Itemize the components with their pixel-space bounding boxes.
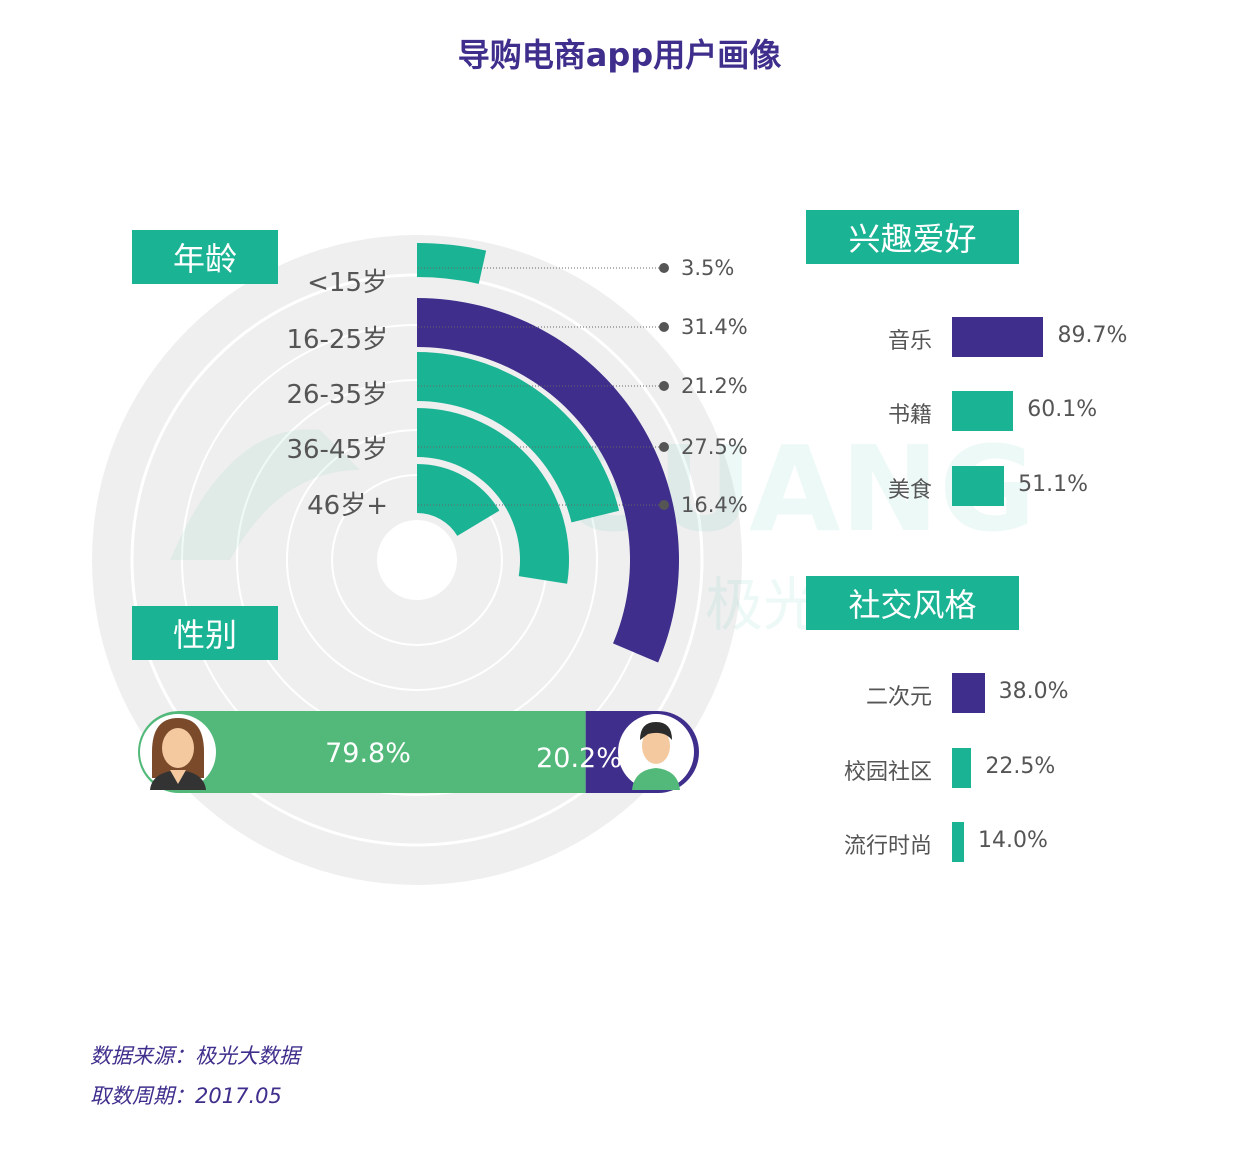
age-bar-4	[417, 408, 569, 584]
age-leader-lines	[418, 263, 669, 510]
age-leader-dot	[659, 263, 669, 273]
age-arcs	[417, 243, 680, 663]
age-bar-1	[417, 243, 487, 284]
center-hole	[377, 520, 457, 600]
age-leader-dot	[659, 442, 669, 452]
age-value-label: 21.2%	[681, 374, 748, 398]
bar-1	[952, 673, 985, 713]
age-category-label: <15岁	[307, 268, 388, 298]
bar-2	[952, 391, 1014, 431]
age-category-label: 46岁+	[307, 491, 388, 521]
bar-3	[952, 466, 1005, 506]
gender-value-female: 79.8%	[325, 738, 411, 769]
age-value-label: 3.5%	[681, 256, 735, 280]
age-category-label: 16-25岁	[286, 325, 388, 355]
page-title: 导购电商app用户画像	[457, 36, 782, 74]
age-bar-5	[417, 464, 500, 536]
age-bar-3	[417, 352, 620, 523]
hobby-section-tag: 兴趣爱好	[806, 210, 1019, 264]
style-section-tag: 社交风格	[806, 576, 1019, 630]
gender-bar: 79.8% 20.2%	[138, 711, 699, 793]
bar-value-label: 51.1%	[1018, 472, 1088, 497]
bar-value-label: 60.1%	[1027, 397, 1098, 422]
age-section-tag: 年龄	[132, 230, 278, 284]
bar-category-label: 美食	[887, 478, 932, 503]
bar-value-label: 89.7%	[1057, 323, 1128, 348]
period-note: 取数周期：2017.05	[90, 1084, 282, 1108]
bar-3	[952, 822, 965, 862]
age-value-label: 31.4%	[681, 315, 748, 339]
age-leader-dot	[659, 500, 669, 510]
gender-value-male: 20.2%	[536, 743, 622, 774]
watermark-swoosh	[170, 429, 360, 560]
age-leader-dot	[659, 381, 669, 391]
bar-2	[952, 748, 972, 788]
gender-section-tag: 性别	[132, 606, 278, 660]
bar-1	[952, 317, 1044, 357]
age-bar-2	[417, 298, 680, 663]
bar-category-label: 音乐	[887, 329, 932, 354]
source-note: 数据来源：极光大数据	[90, 1044, 300, 1068]
bar-value-label: 14.0%	[978, 828, 1048, 853]
bar-value-label: 38.0%	[998, 679, 1069, 704]
age-leader-dot	[659, 322, 669, 332]
age-value-label: 27.5%	[681, 435, 748, 459]
bar-category-label: 二次元	[865, 685, 932, 710]
bar-category-label: 流行时尚	[843, 834, 932, 859]
female-avatar-icon	[140, 714, 216, 790]
bar-category-label: 书籍	[887, 403, 932, 428]
age-value-label: 16.4%	[681, 493, 748, 517]
bar-category-label: 校园社区	[843, 760, 932, 785]
bar-value-label: 22.5%	[985, 754, 1056, 779]
male-avatar-icon	[618, 714, 694, 790]
age-category-label: 26-35岁	[286, 380, 388, 410]
age-category-label: 36-45岁	[286, 435, 388, 465]
